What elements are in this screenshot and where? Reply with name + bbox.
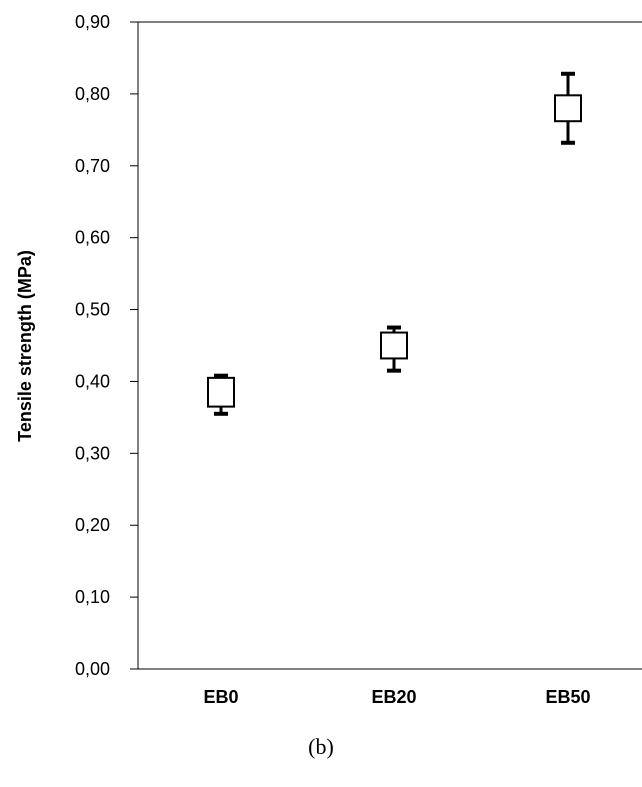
y-tick-label: 0,40 [75,371,110,391]
data-point-eb0 [207,373,235,416]
y-ticks: 0,00 0,10 0,20 0,30 0,40 0,50 0,60 0,70 0,80 0,90 [75,12,138,679]
data-marker [207,376,235,408]
y-tick-label: 0,80 [75,84,110,104]
x-tick-label: EB20 [371,687,416,707]
y-tick-label: 0,70 [75,156,110,176]
data-marker [380,331,408,360]
y-tick-label: 0,20 [75,515,110,535]
y-tick-label: 0,50 [75,300,110,320]
y-tick-label: 0,00 [75,659,110,679]
x-tick-labels: EB0 EB20 EB50 [203,687,590,707]
y-axis-title: Tensile strength (MPa) [15,250,35,442]
y-tick-label: 0,10 [75,587,110,607]
x-tick-label: EB50 [545,687,590,707]
x-tick-label: EB0 [203,687,238,707]
figure-caption: (b) [308,734,334,759]
axes [137,21,642,670]
y-tick-label: 0,60 [75,228,110,248]
data-point-eb50 [554,71,582,145]
y-tick-label: 0,90 [75,12,110,32]
data-marker [554,94,582,123]
data-marks [207,71,582,416]
y-tick-label: 0,30 [75,443,110,463]
data-point-eb20 [380,325,408,373]
